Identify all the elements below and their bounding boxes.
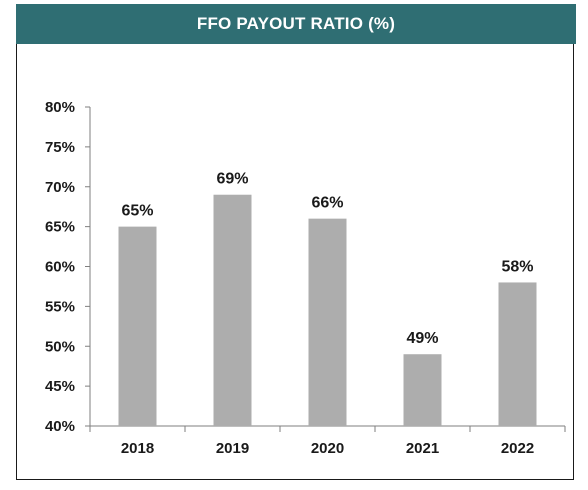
- bar-2021: [403, 354, 442, 426]
- data-label-2020: 66%: [311, 195, 343, 212]
- bar-2019: [213, 194, 252, 426]
- bar-2018: [118, 226, 157, 426]
- x-tick-label-2019: 2019: [216, 440, 249, 457]
- y-tick-label: 75%: [45, 139, 75, 156]
- bar-2022: [498, 282, 537, 426]
- y-tick-label: 50%: [45, 338, 75, 355]
- x-tick-label-2018: 2018: [121, 440, 154, 457]
- y-tick-label: 60%: [45, 259, 75, 276]
- x-tick-label-2021: 2021: [406, 440, 439, 457]
- y-tick-label: 55%: [45, 298, 75, 315]
- data-label-2018: 65%: [121, 203, 153, 220]
- data-label-2022: 58%: [501, 258, 533, 275]
- y-tick-label: 45%: [45, 378, 75, 395]
- x-tick-label-2022: 2022: [501, 440, 534, 457]
- y-tick-label: 65%: [45, 219, 75, 236]
- y-tick-label: 40%: [45, 418, 75, 435]
- x-tick-label-2020: 2020: [311, 440, 344, 457]
- chart-frame: [16, 44, 574, 480]
- data-label-2021: 49%: [406, 330, 438, 347]
- data-label-2019: 69%: [216, 171, 248, 188]
- y-tick-label: 80%: [45, 99, 75, 116]
- y-tick-label: 70%: [45, 179, 75, 196]
- bar-2020: [308, 218, 347, 426]
- chart-title: FFO PAYOUT RATIO (%): [16, 4, 576, 44]
